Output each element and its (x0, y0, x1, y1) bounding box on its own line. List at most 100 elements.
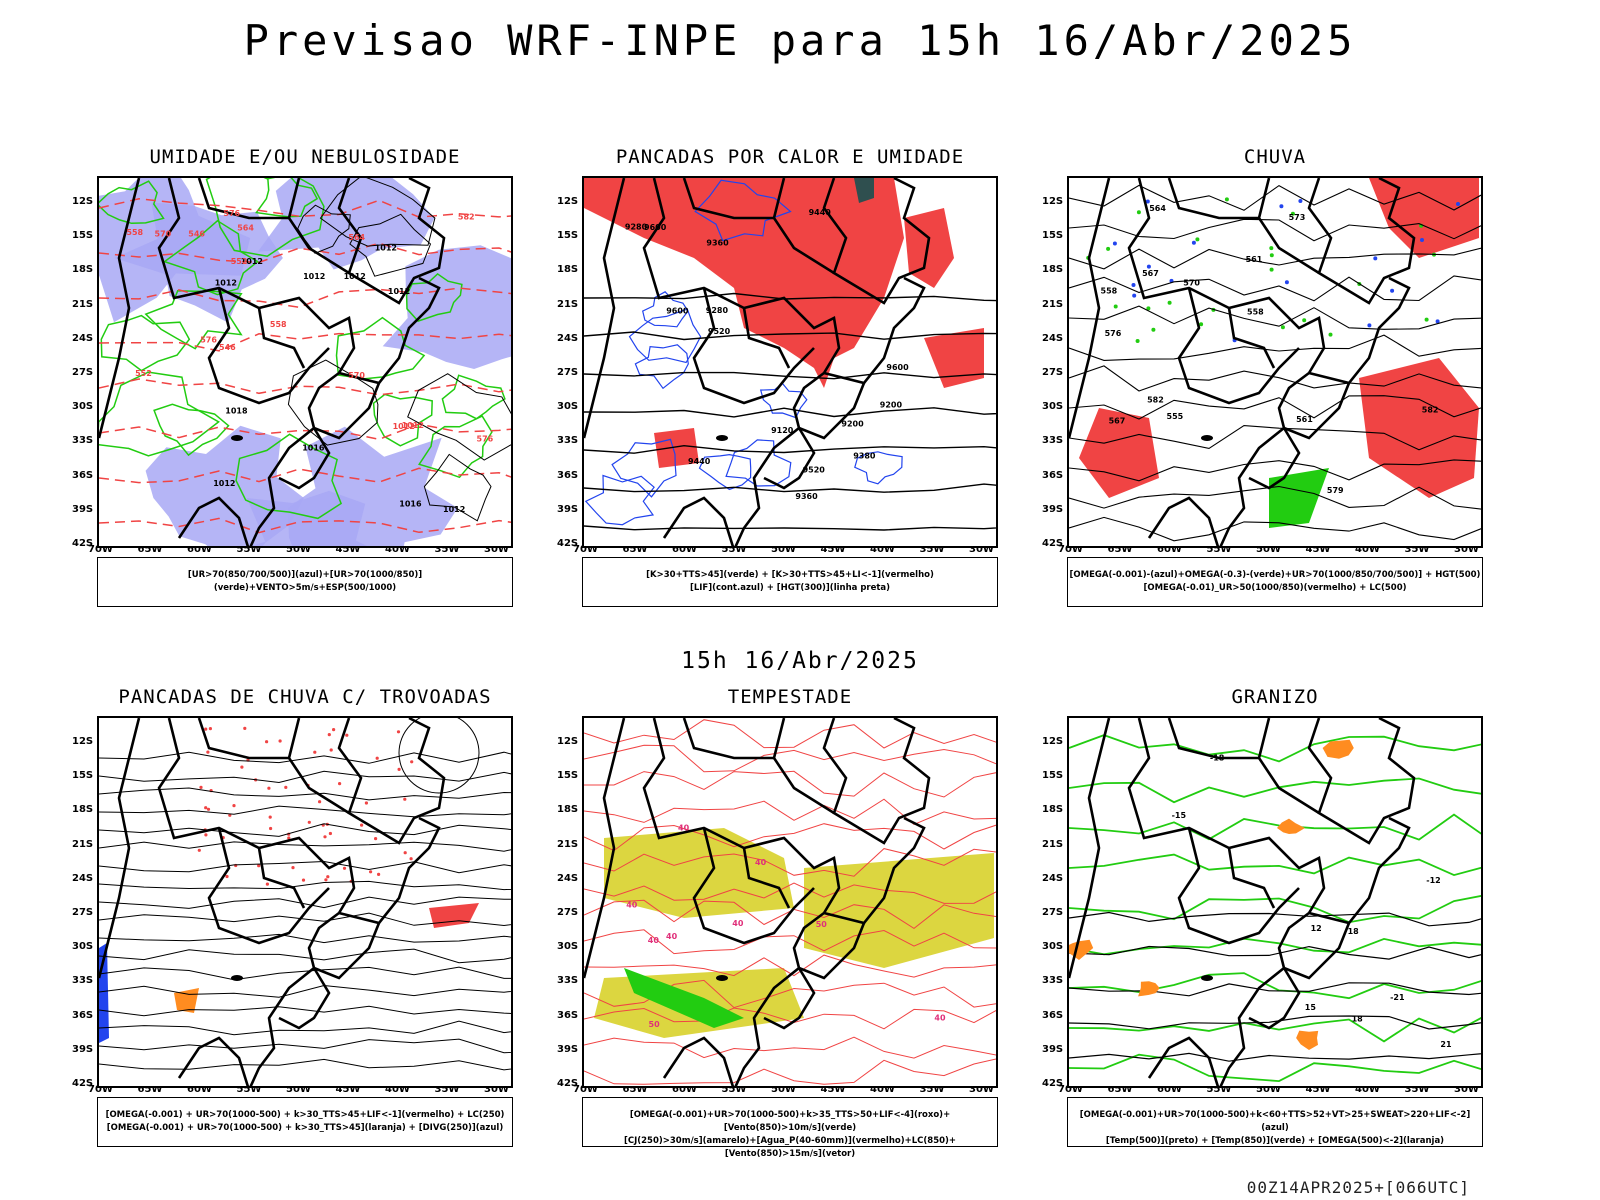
legend-line: [CJ(250)>30m/s](amarelo)+[Agua_P(40-60mm… (623, 1136, 957, 1159)
latitude-label: 15S (557, 230, 579, 242)
longitude-label: 60W (1157, 1084, 1182, 1095)
map-canvas: 21 12 15 18 -21 -18 -15 -12 18 (1069, 718, 1481, 1086)
storm-dot (267, 786, 271, 790)
longitude-label: 70W (573, 544, 598, 555)
rain-dot (1224, 197, 1229, 202)
streamline (99, 1038, 511, 1054)
height-contour (1069, 365, 1481, 392)
latitude-label: 33S (72, 435, 94, 447)
water-contour (584, 882, 996, 904)
storm-dot (375, 756, 379, 760)
humidity-area (246, 490, 368, 546)
rain-area (1359, 358, 1479, 498)
rain-area (1079, 408, 1159, 498)
thickness-contour (99, 332, 511, 352)
country-border (734, 371, 825, 546)
country-border (1307, 178, 1416, 305)
temp850-contour (1069, 853, 1481, 877)
lake-shape (231, 435, 243, 441)
country-border (1219, 911, 1310, 1086)
storm-area (429, 903, 479, 928)
longitude-label: 70W (88, 1084, 113, 1095)
rain-dot (1132, 293, 1137, 298)
legend-line: [OMEGA(-0.001)+UR>70(1000-500)+k<60+TTS>… (1079, 1110, 1471, 1133)
rain-dot (1373, 256, 1378, 261)
country-border (1127, 718, 1326, 914)
longitude-label: 30W (484, 1084, 509, 1095)
rain-dot (1424, 317, 1429, 322)
contour-label: 561 (1296, 415, 1313, 424)
country-border (1257, 718, 1320, 815)
storm-dot (397, 767, 401, 771)
legend-line: [OMEGA(-0.001)+UR>70(1000-500)+k>35_TTS>… (629, 1110, 951, 1133)
humidity-area (382, 245, 511, 369)
contour-label: 576 (223, 209, 240, 218)
humidity-contour (99, 371, 220, 457)
latitude-label: 39S (72, 1043, 94, 1055)
contour-label: 576 (477, 434, 494, 443)
contour-label: 9120 (771, 426, 794, 435)
country-border (278, 427, 331, 490)
temp500-contour (1069, 945, 1481, 960)
height-contour (1069, 184, 1481, 211)
latitude-label: 33S (557, 975, 579, 987)
storm-dot (206, 750, 210, 754)
storm-dot (204, 806, 208, 810)
longitude-label: 65W (137, 544, 163, 555)
height-contour (584, 407, 996, 418)
height-contour (1069, 275, 1481, 302)
omega-area (1277, 818, 1305, 834)
pressure-contour (423, 453, 492, 522)
country-border (338, 276, 441, 385)
country-border (177, 1036, 250, 1086)
latitude-label: 21S (1042, 838, 1064, 850)
rain-dot (1298, 199, 1303, 203)
rain-dot (1199, 322, 1204, 327)
latitude-label: 36S (557, 1009, 579, 1021)
longitude-label: 45W (820, 1084, 846, 1095)
storm-dot (225, 874, 229, 879)
country-border (1283, 922, 1351, 980)
contour-label: 40 (732, 919, 744, 928)
pressure-contour (287, 359, 379, 446)
contour-label: 576 (1105, 329, 1122, 338)
storm-dot (243, 726, 247, 730)
country-border (337, 718, 446, 845)
latitude-label: 21S (557, 298, 579, 310)
latitude-label: 12S (557, 736, 579, 747)
rain-dot (1328, 332, 1333, 337)
thickness-contour (99, 423, 511, 441)
forecast-map: 582 576 582 579 573 570 567 564 561 558 555 561 567 5… (1067, 176, 1483, 548)
streamline (99, 841, 511, 852)
height-contour (584, 483, 996, 493)
contour-label: 582 (1422, 405, 1439, 414)
storm-dot (328, 831, 332, 836)
storm-dot (377, 872, 381, 876)
storm-dot (324, 878, 328, 882)
longitude-label: 40W (1355, 544, 1380, 555)
height-contour (1069, 305, 1481, 330)
rain-dot (1456, 202, 1460, 206)
rain-dot (1290, 211, 1295, 216)
humidity-contour (372, 393, 433, 447)
latitude-label: 30S (1042, 941, 1064, 953)
latitude-label: 21S (557, 838, 579, 850)
country-border (1069, 178, 1111, 439)
streamline (99, 751, 511, 764)
storm-dot (369, 870, 373, 874)
legend-line: [Temp(500)](preto) + [Temp(850)](verde) … (1105, 1136, 1445, 1146)
contour-label: 567 (1142, 269, 1159, 278)
humidity-contour (441, 374, 506, 420)
rain-dot (1279, 204, 1284, 209)
map-canvas: 582 576 582 579 573 570 567 564 561 558 555 561 567 5… (1069, 178, 1481, 546)
country-border (823, 816, 926, 925)
contour-label: 1012 (344, 272, 366, 281)
latitude-label: 33S (1042, 435, 1064, 447)
lifted-index-contour (759, 382, 808, 419)
country-border (1147, 496, 1220, 546)
latitude-label: 42S (557, 1078, 579, 1089)
rain-dot (1280, 325, 1285, 330)
latitude-label: 30S (72, 941, 94, 953)
contour-label: 9600 (666, 306, 689, 315)
rain-dot (1106, 246, 1111, 251)
